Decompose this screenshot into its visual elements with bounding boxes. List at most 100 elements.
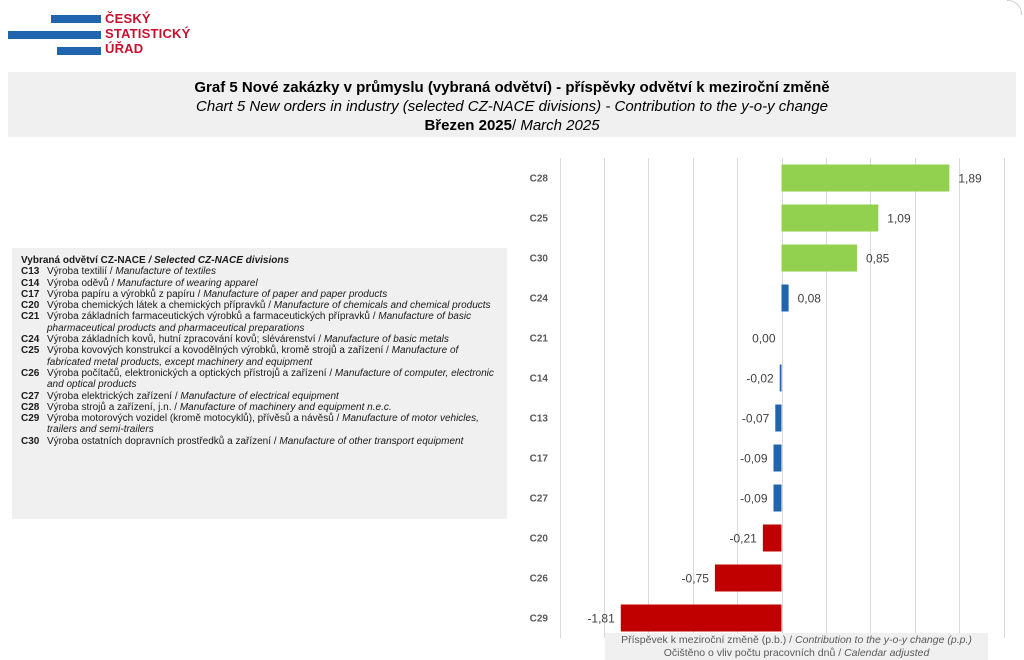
chart-title-box: Graf 5 Nové zakázky v průmyslu (vybraná … (8, 72, 1016, 137)
logo-bar (51, 15, 101, 23)
legend-item-text: Výroba počítačů, elektronických a optick… (47, 368, 499, 391)
bar-c14 (779, 364, 782, 392)
data-label: -0,02 (746, 372, 774, 386)
legend-item-code: C20 (21, 300, 40, 312)
legend-item-en: Manufacture of other transport equipment (279, 435, 464, 447)
czso-logo: ČESKÝ STATISTICKÝ ÚŘAD (8, 11, 198, 55)
legend-item-cz: Výroba textilií / (47, 266, 116, 278)
legend-item-c28: C28 Výroba strojů a zařízení, j.n. / Manu… (21, 402, 499, 413)
bar-c28 (781, 164, 950, 192)
category-label: C26 (530, 574, 549, 585)
legend-heading: Vybraná odvětví CZ-NACE / Selected CZ-NA… (21, 255, 499, 266)
bar-c24 (781, 284, 789, 312)
category-label: C20 (530, 534, 549, 545)
legend-item-en: Manufacture of motor vehicles, trailers … (47, 413, 479, 436)
legend-item-text: Výroba základních kovů, hutní zpracování… (47, 334, 499, 345)
category-label: C24 (530, 294, 549, 305)
legend-item-en: Manufacture of fabricated metal products… (47, 345, 459, 368)
bar-c29 (620, 604, 782, 632)
legend-item-c20: C20 Výroba chemických látek a chemických … (21, 300, 499, 311)
bar-c27 (773, 484, 782, 512)
category-label: C14 (530, 374, 549, 385)
legend-item-text: Výroba oděvů / Manufacture of wearing ap… (47, 278, 499, 289)
legend-item-en: Manufacture of electrical equipment (180, 390, 339, 402)
legend-item-en: Manufacture of paper and paper products (203, 288, 388, 300)
category-label: C28 (530, 174, 549, 185)
legend-item-cz: Výroba elektrických zařízení / (47, 390, 181, 402)
legend-item-code: C24 (21, 334, 40, 346)
legend-item-code: C27 (21, 390, 40, 402)
axis-caption: Příspěvek k meziroční změně (p.b.) / Con… (605, 633, 988, 660)
legend-item-cz: Výroba chemických látek a chemických pří… (47, 300, 274, 312)
category-label: C30 (530, 254, 549, 265)
category-label: C17 (530, 454, 549, 465)
logo-word: STATISTICKÝ (105, 26, 191, 41)
legend-heading-en: / Selected CZ-NACE divisions (148, 255, 290, 266)
legend-item-c14: C14 Výroba oděvů / Manufacture of wearing… (21, 278, 499, 289)
legend-item-c13: C13 Výroba textilií / Manufacture of text… (21, 266, 499, 277)
legend-item-en: Manufacture of chemicals and chemical pr… (273, 300, 491, 312)
legend-item-c27: C27 Výroba elektrických zařízení / Manufa… (21, 391, 499, 402)
period-cz: Březen 2025 (424, 117, 512, 134)
legend-item-c17: C17 Výroba papíru a výrobků z papíru / Ma… (21, 289, 499, 300)
category-label: C21 (530, 334, 549, 345)
category-label: C27 (530, 494, 549, 505)
legend-item-text: Výroba textilií / Manufacture of textile… (47, 266, 499, 277)
legend-item-cz: Výroba strojů a zařízení, j.n. / (47, 401, 180, 413)
data-label: 1,09 (887, 212, 911, 226)
legend-item-cz: Výroba papíru a výrobků z papíru / (47, 288, 204, 300)
legend-item-cz: Výroba základních farmaceutických výrobk… (47, 311, 379, 323)
legend-item-code: C17 (21, 288, 40, 300)
data-label: -0,75 (682, 572, 710, 586)
period-en: March 2025 (520, 117, 600, 134)
axis-caption-line2-en: Calendar adjusted (844, 646, 930, 659)
bar-c17 (773, 444, 782, 472)
legend-item-en: Manufacture of computer, electronic and … (47, 367, 494, 391)
bar-c20 (762, 524, 782, 552)
legend-item-en: Manufacture of machinery and equipment n… (179, 401, 392, 413)
divisions-legend: Vybraná odvětví CZ-NACE / Selected CZ-NA… (12, 248, 507, 519)
legend-item-text: Výroba základních farmaceutických výrobk… (47, 311, 499, 334)
legend-item-cz: Výroba motorových vozidel (kromě motocyk… (47, 413, 343, 425)
legend-item-code: C30 (21, 435, 40, 447)
legend-item-c21: C21 Výroba základních farmaceutických výr… (21, 311, 499, 334)
data-label: 0,85 (866, 252, 890, 266)
axis-caption-line2-cz: Očištěno o vliv počtu pracovních dnů / (663, 646, 845, 659)
legend-item-text: Výroba ostatních dopravních prostředků a… (47, 436, 499, 447)
period-separator: / (512, 117, 521, 134)
data-label: -0,09 (740, 492, 768, 506)
data-label: -0,07 (742, 412, 770, 426)
data-label: 0,08 (798, 292, 822, 306)
bar-c13 (775, 404, 782, 432)
category-label: C13 (530, 414, 549, 425)
legend-item-c25: C25 Výroba kovových konstrukcí a kovoděln… (21, 345, 499, 368)
data-label: 0,00 (752, 332, 776, 346)
logo-bar (57, 47, 101, 55)
legend-item-code: C29 (21, 413, 40, 425)
legend-item-c30: C30 Výroba ostatních dopravních prostředk… (21, 436, 499, 447)
legend-item-en: Manufacture of basic metals (323, 334, 449, 346)
bar-c25 (781, 204, 879, 232)
legend-item-en: Manufacture of basic pharmaceutical prod… (47, 311, 472, 334)
legend-item-c24: C24 Výroba základních kovů, hutní zpracov… (21, 334, 499, 345)
logo-bar (8, 31, 101, 39)
data-label: -1,81 (587, 612, 615, 626)
legend-item-text: Výroba kovových konstrukcí a kovodělných… (47, 345, 499, 368)
category-label: C25 (530, 214, 549, 225)
legend-item-text: Výroba chemických látek a chemických pří… (47, 300, 499, 311)
legend-item-c29: C29 Výroba motorových vozidel (kromě moto… (21, 413, 499, 436)
chart-period: Březen 2025/ March 2025 (8, 116, 1016, 135)
legend-item-en: Manufacture of wearing apparel (117, 277, 258, 289)
category-label: C29 (530, 614, 549, 625)
legend-item-cz: Výroba základních kovů, hutní zpracování… (47, 334, 324, 346)
data-label: 1,89 (958, 172, 982, 186)
data-label: -0,21 (729, 532, 757, 546)
axis-caption-line1-cz: Příspěvek k meziroční změně (p.b.) / (621, 634, 796, 646)
legend-item-text: Výroba papíru a výrobků z papíru / Manuf… (47, 289, 499, 300)
legend-item-code: C21 (21, 311, 40, 323)
legend-item-code: C13 (21, 266, 40, 278)
logo-word: ČESKÝ (105, 11, 151, 26)
chart-title-en: Chart 5 New orders in industry (selected… (196, 98, 828, 115)
legend-item-en: Manufacture of textiles (115, 266, 216, 278)
